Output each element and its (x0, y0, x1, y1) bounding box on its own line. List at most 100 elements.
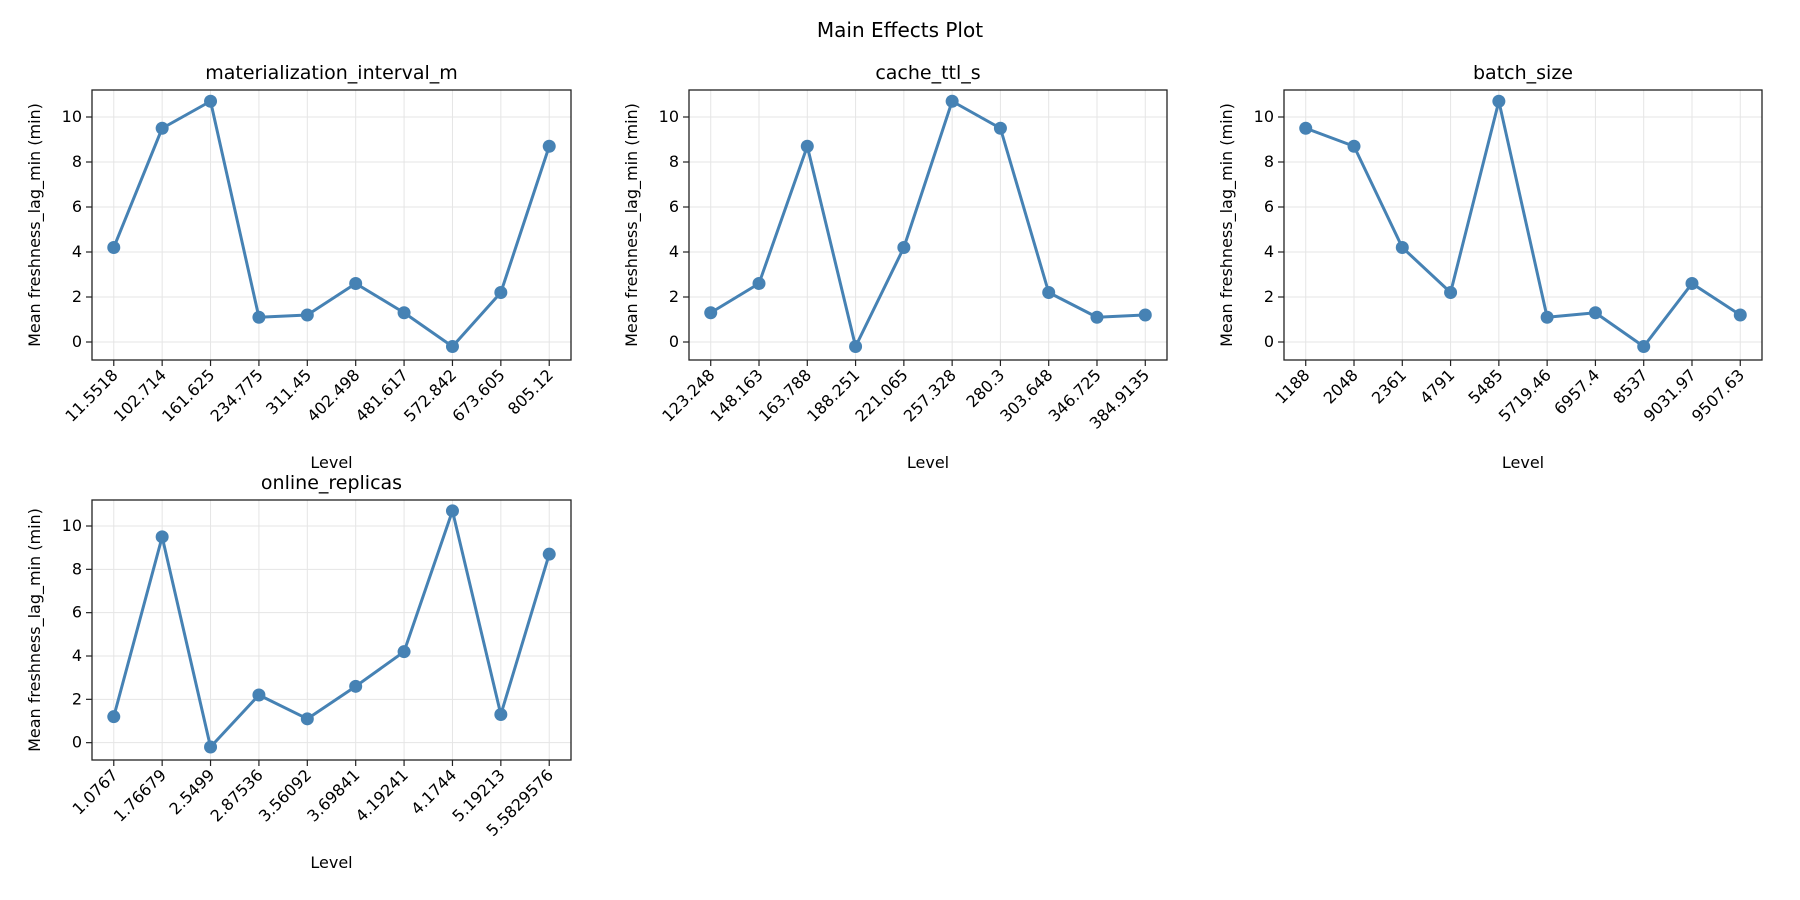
y-tick-label: 2 (1264, 287, 1274, 306)
x-axis-label: Level (310, 853, 352, 872)
y-tick-label: 6 (72, 197, 82, 216)
x-tick-label: 11.5518 (61, 365, 121, 425)
data-point (155, 530, 169, 544)
y-tick-label: 4 (72, 646, 82, 665)
y-tick-label: 10 (62, 107, 82, 126)
data-point (445, 504, 459, 518)
x-tick-label: 148.163 (707, 365, 767, 425)
x-axis-label: Level (907, 453, 949, 472)
y-tick-label: 6 (72, 603, 82, 622)
y-axis-label: Mean freshness_lag_min (min) (25, 103, 45, 347)
data-point (155, 121, 169, 135)
subplot-title: materialization_interval_m (205, 62, 458, 84)
axes-frame (91, 499, 572, 761)
x-tick-label: 102.714 (110, 365, 170, 425)
y-tick-label: 8 (72, 152, 82, 171)
series-line (112, 99, 551, 348)
y-tick-label: 4 (1264, 242, 1274, 261)
data-point (1299, 121, 1313, 135)
y-tick-label: 6 (669, 197, 679, 216)
y-tick-label: 10 (62, 516, 82, 535)
x-tick-label: 2.87536 (207, 765, 267, 825)
x-tick-label: 673.605 (448, 365, 508, 425)
data-point (107, 241, 121, 254)
data-point (397, 645, 411, 659)
data-point (349, 679, 363, 693)
x-tick-label: 188.251 (803, 365, 863, 425)
x-tick-label: 402.498 (303, 365, 363, 425)
subplot-title: cache_ttl_s (875, 62, 980, 84)
x-tick-label: 3.56092 (255, 765, 315, 825)
data-point (107, 710, 121, 724)
y-tick-label: 4 (72, 242, 82, 261)
x-tick-label: 3.69841 (303, 765, 363, 825)
x-tick-label: 163.788 (755, 365, 815, 425)
data-point (494, 708, 508, 721)
y-tick-label: 2 (72, 689, 82, 708)
y-tick-label: 0 (72, 733, 82, 752)
data-point (300, 712, 314, 726)
data-point (349, 277, 363, 290)
figure-title: Main Effects Plot (817, 18, 983, 42)
series-line (709, 99, 1146, 348)
x-tick-label: 221.065 (851, 365, 911, 425)
x-tick-label: 572.842 (400, 365, 460, 425)
data-point (204, 740, 218, 754)
y-tick-label: 0 (669, 332, 679, 351)
y-tick-label: 2 (669, 287, 679, 306)
data-point (1685, 277, 1699, 290)
y-tick-label: 8 (669, 152, 679, 171)
data-point (1540, 310, 1554, 324)
x-axis-label: Level (1502, 453, 1544, 472)
series-line (112, 509, 551, 749)
x-tick-label: 4791 (1416, 365, 1458, 407)
y-tick-label: 6 (1264, 197, 1274, 216)
subplot-materialization-interval-m: 024681011.5518102.714161.625234.775311.4… (25, 62, 572, 472)
data-point (252, 310, 266, 324)
data-point (1395, 241, 1409, 254)
y-tick-label: 4 (669, 242, 679, 261)
axes-frame (688, 89, 1168, 361)
subplot-title: batch_size (1473, 62, 1573, 84)
subplot-batch-size: 0 2 4 6 8 10 1188 2048 2361 4791 54855719.466957.4… (1217, 62, 1763, 472)
data-point (897, 241, 911, 254)
x-tick-label: 4.19241 (352, 765, 412, 825)
axes-frame (1283, 89, 1763, 361)
y-tick-label: 0 (72, 332, 82, 351)
axes-frame (91, 89, 572, 361)
data-point (993, 121, 1007, 135)
x-tick-label: 5719.46 (1495, 365, 1555, 425)
data-point (800, 139, 814, 153)
x-tick-label: 481.617 (352, 365, 412, 425)
y-tick-label: 10 (659, 107, 679, 126)
x-tick-label: 303.648 (996, 365, 1056, 425)
subplot-cache-ttl-s: 0 2 4 6 8 10 123.248148.163163.788188.251221.0… (622, 62, 1168, 472)
data-point (300, 308, 314, 322)
x-tick-label: 161.625 (158, 365, 218, 425)
x-tick-label: 1.76679 (110, 765, 170, 825)
y-tick-label: 10 (1254, 107, 1274, 126)
x-tick-label: 2048 (1320, 365, 1362, 407)
data-point (1138, 308, 1152, 322)
data-point (945, 94, 959, 108)
data-point (1444, 286, 1458, 299)
data-point (204, 94, 218, 108)
data-point (542, 547, 556, 561)
y-tick-label: 2 (72, 287, 82, 306)
data-point (752, 277, 766, 290)
data-point (1090, 310, 1104, 324)
y-axis-label: Mean freshness_lag_min (min) (1217, 103, 1237, 347)
data-point (1588, 306, 1602, 320)
x-tick-label: 5485 (1464, 365, 1506, 407)
y-tick-label: 0 (1264, 332, 1274, 351)
data-point (445, 340, 459, 353)
x-tick-label: 9507.63 (1688, 365, 1748, 425)
x-tick-label: 280.3 (962, 365, 1008, 411)
subplot-online-replicas: 02468101.07671.766792.54992.875363.56092… (25, 472, 572, 872)
x-tick-label: 6957.4 (1550, 365, 1603, 418)
data-point (1637, 340, 1651, 353)
data-point (1733, 308, 1747, 322)
x-tick-label: 1188 (1271, 365, 1313, 407)
y-axis-label: Mean freshness_lag_min (min) (622, 103, 642, 347)
